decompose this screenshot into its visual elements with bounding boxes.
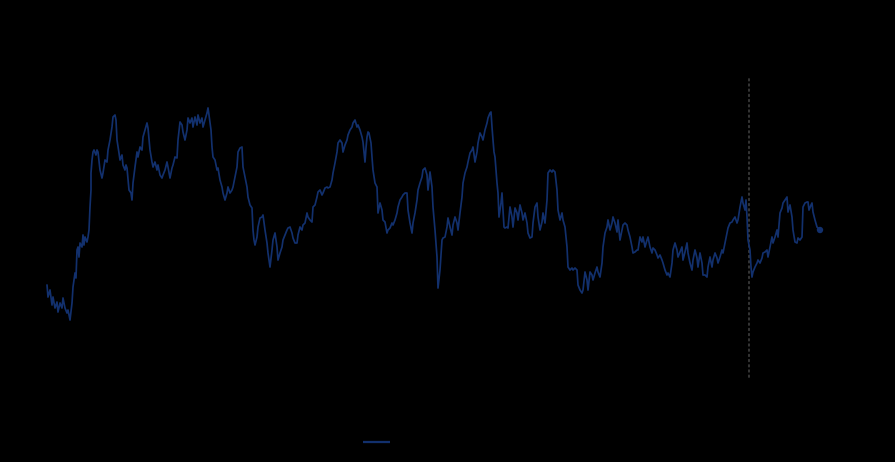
series-line xyxy=(46,107,821,321)
last-point-marker xyxy=(816,226,824,234)
